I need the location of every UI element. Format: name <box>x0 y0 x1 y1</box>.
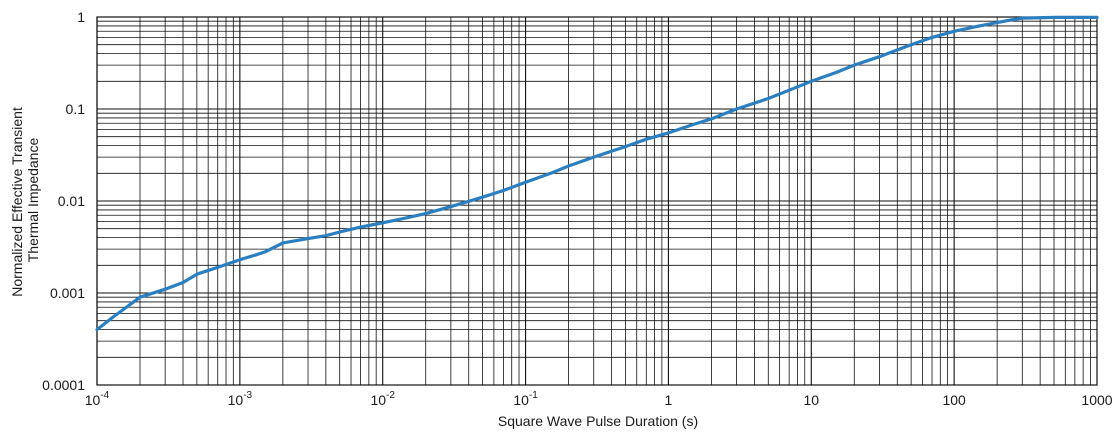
x-tick-base: 10 <box>85 392 101 408</box>
series-layer <box>95 15 1099 332</box>
x-tick-base: 10 <box>513 392 529 408</box>
y-tick-label: 0.1 <box>66 101 86 117</box>
x-tick-label: 100 <box>942 392 966 408</box>
x-tick-label: 10 <box>803 392 819 408</box>
x-tick-label: 10-3 <box>228 390 253 408</box>
x-tick-exponent: -2 <box>386 390 395 401</box>
x-axis-label: Square Wave Pulse Duration (s) <box>498 413 698 429</box>
y-tick-label: 0.01 <box>58 193 85 209</box>
x-tick-exponent: -1 <box>529 390 538 401</box>
x-tick-base: 10 <box>803 392 819 408</box>
x-tick-exponent: -4 <box>100 390 109 401</box>
x-tick-label: 10-2 <box>370 390 395 408</box>
y-axis-label-line-1: Normalized Effective Transient <box>9 107 25 297</box>
x-tick-exponent: -3 <box>243 390 252 401</box>
plot-border <box>96 16 1098 386</box>
x-tick-base: 1 <box>665 392 673 408</box>
x-tick-label: 10-4 <box>85 390 110 408</box>
x-tick-label: 10-1 <box>513 390 538 408</box>
series-line-1 <box>95 15 1099 332</box>
grid <box>96 16 1098 386</box>
y-tick-label: 0.0001 <box>42 377 85 393</box>
y-tick-label: 1 <box>77 9 85 25</box>
x-tick-base: 10 <box>370 392 386 408</box>
tick-labels: 10-4 10-3 10-2 10-1 1 10 100 10000.00010.0010.0… <box>42 9 1113 408</box>
x-tick-base: 10 <box>228 392 244 408</box>
y-axis-label-line-2: Thermal Impedance <box>25 138 41 263</box>
x-tick-base: 1000 <box>1081 392 1112 408</box>
x-tick-base: 100 <box>942 392 966 408</box>
y-tick-label: 0.001 <box>50 285 85 301</box>
x-tick-label: 1 <box>665 392 673 408</box>
y-axis-label: Normalized Effective Transient Thermal I… <box>9 103 41 297</box>
x-tick-label: 1000 <box>1081 392 1112 408</box>
